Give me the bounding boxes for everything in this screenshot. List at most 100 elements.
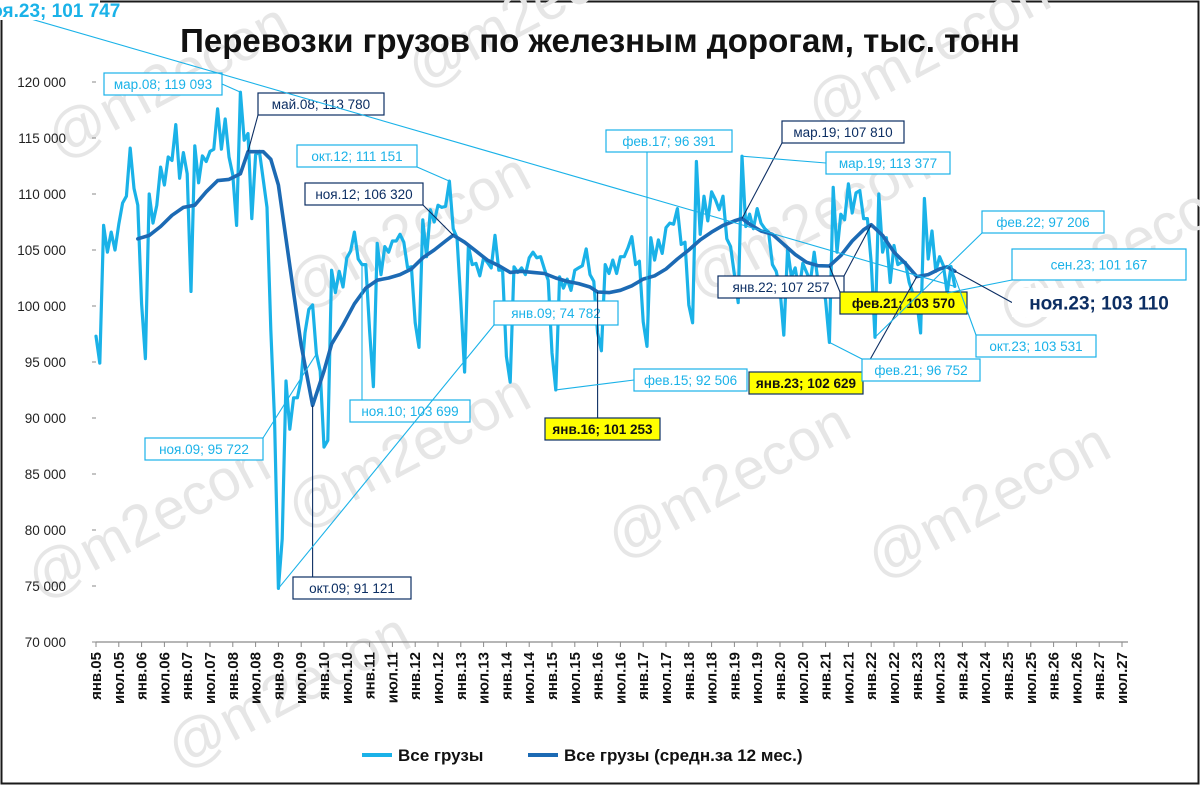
x-tick-label: янв.20 (772, 652, 789, 700)
x-tick-label: янв.23 (909, 652, 926, 700)
x-tick-label: янв.09 (270, 652, 287, 700)
x-axis: янв.05 июл.05 янв.06 июл.06 янв.07 июл.07 янв.… (88, 641, 1131, 704)
annotation-label: фев.17; 96 391 (622, 134, 715, 149)
x-tick-label: июл.19 (749, 652, 766, 704)
annotation-leader (950, 266, 977, 336)
annotation-box (1012, 288, 1186, 317)
annotation-label: фев.21; 103 570 (852, 296, 955, 311)
y-tick-label: 115 000 (18, 131, 66, 146)
annotation-leader (947, 279, 1013, 294)
annotation-box (748, 371, 864, 395)
annotation-box (975, 334, 1097, 358)
annotation-box (349, 399, 471, 423)
annotation-leader (862, 276, 918, 373)
series-layer (94, 90, 957, 590)
annotation-label: ноя.10; 103 699 (361, 404, 458, 419)
x-tick-label: июл.26 (1068, 652, 1085, 704)
annotation-leader (262, 353, 317, 439)
y-tick-label: 105 000 (17, 243, 66, 258)
y-tick-label: 90 000 (25, 411, 66, 426)
annotation-box (544, 417, 661, 441)
x-tick-label: янв.24 (954, 651, 971, 700)
annotation-label: окт.12; 111 151 (311, 149, 402, 164)
x-tick-label: янв.08 (225, 652, 242, 700)
x-tick-label: июл.15 (567, 652, 584, 704)
x-tick-label: июл.25 (1023, 652, 1040, 704)
annotation-label: окт.23; 103 531 (989, 339, 1082, 354)
annotation-label: фев.22; 97 206 (996, 215, 1089, 230)
y-tick-label: 100 000 (17, 299, 66, 314)
x-tick-label: июл.21 (840, 652, 857, 704)
annotation-label: янв.22; 107 257 (732, 280, 829, 295)
annotation-leader (221, 83, 241, 93)
annotation-box (292, 576, 412, 600)
x-tick-label: янв.14 (498, 651, 515, 700)
x-tick-label: июл.22 (886, 652, 903, 704)
x-tick-label: янв.11 (362, 652, 379, 699)
x-tick-label: июл.10 (339, 652, 356, 704)
x-tick-label: янв.12 (407, 652, 424, 700)
annotation-label: мар.19; 113 377 (839, 156, 937, 171)
annotation-label: фев.15; 92 506 (644, 373, 737, 388)
annotation-label: ноя.09; 95 722 (159, 442, 249, 457)
x-tick-label: июл.14 (521, 651, 538, 704)
annotation-label: ноя.12; 106 320 (315, 187, 412, 202)
x-tick-label: июл.09 (293, 652, 310, 704)
x-tick-label: июл.17 (658, 652, 675, 704)
y-tick-label: 85 000 (25, 467, 66, 482)
x-tick-label: июл.06 (156, 652, 173, 704)
x-tick-label: июл.08 (248, 652, 265, 704)
x-tick-label: янв.10 (316, 652, 333, 700)
annotation-box (103, 72, 223, 96)
annotation-box (981, 210, 1105, 234)
annotation-leader (277, 324, 495, 589)
annotation-label: май.08; 113 780 (272, 97, 370, 112)
annotation-box (296, 144, 418, 168)
x-tick-label: янв.06 (134, 652, 151, 700)
annotation-label: мар.08; 119 093 (114, 77, 212, 92)
x-tick-label: июл.05 (111, 652, 128, 704)
x-tick-label: янв.13 (453, 652, 470, 700)
annotation-label: фев.21; 96 752 (874, 363, 967, 378)
annotation-leader (829, 341, 863, 360)
y-tick-label: 70 000 (25, 635, 66, 650)
x-tick-label: янв.21 (818, 652, 835, 700)
annotation-label: янв.09; 74 782 (511, 306, 601, 321)
series-line-12m-average (136, 149, 957, 408)
annotation-leader (0, 9, 955, 287)
x-tick-label: янв.05 (88, 652, 105, 700)
annotation-box (0, 0, 100, 20)
x-tick-label: янв.25 (1000, 652, 1017, 700)
x-tick-label: июл.27 (1114, 652, 1131, 704)
annotation-box (144, 437, 264, 461)
y-axis: 70 000 75 000 80 000 85 000 90 000 95 000 100 … (17, 75, 96, 650)
x-tick-label: янв.16 (590, 652, 607, 700)
x-tick-label: июл.20 (795, 652, 812, 704)
y-tick-label: 110 000 (18, 187, 66, 202)
x-tick-label: июл.11 (384, 652, 401, 703)
x-tick-label: янв.19 (726, 652, 743, 700)
annotation-leader (874, 232, 983, 338)
annotation-label: окт.09; 91 121 (309, 581, 395, 596)
annotation-box (605, 129, 733, 153)
annotation-leader (422, 204, 454, 236)
annotation-box (257, 92, 385, 116)
annotation-label: янв.23; 102 629 (756, 376, 856, 391)
x-tick-label: июл.16 (612, 652, 629, 704)
x-tick-label: янв.18 (681, 652, 698, 700)
y-tick-label: 75 000 (25, 579, 66, 594)
annotation-leader (843, 224, 872, 277)
annotation-label: янв.16; 101 253 (552, 422, 653, 437)
x-tick-label: янв.27 (1091, 652, 1108, 700)
annotation-box (781, 120, 905, 144)
x-tick-label: янв.15 (544, 652, 561, 700)
annotation-leader (555, 379, 635, 391)
x-tick-label: янв.17 (635, 652, 652, 700)
legend: Все грузы Все грузы (средн.за 12 мес.) (362, 746, 803, 765)
y-tick-label: 95 000 (25, 355, 66, 370)
annotation-layer: мар.08; 119 093 май.08; 113 780 окт.12; 11… (0, 0, 1187, 600)
annotation-box (839, 291, 968, 315)
chart-title: Перевозки грузов по железным дорогам, ты… (180, 22, 1020, 59)
x-tick-label: июл.24 (977, 651, 994, 704)
